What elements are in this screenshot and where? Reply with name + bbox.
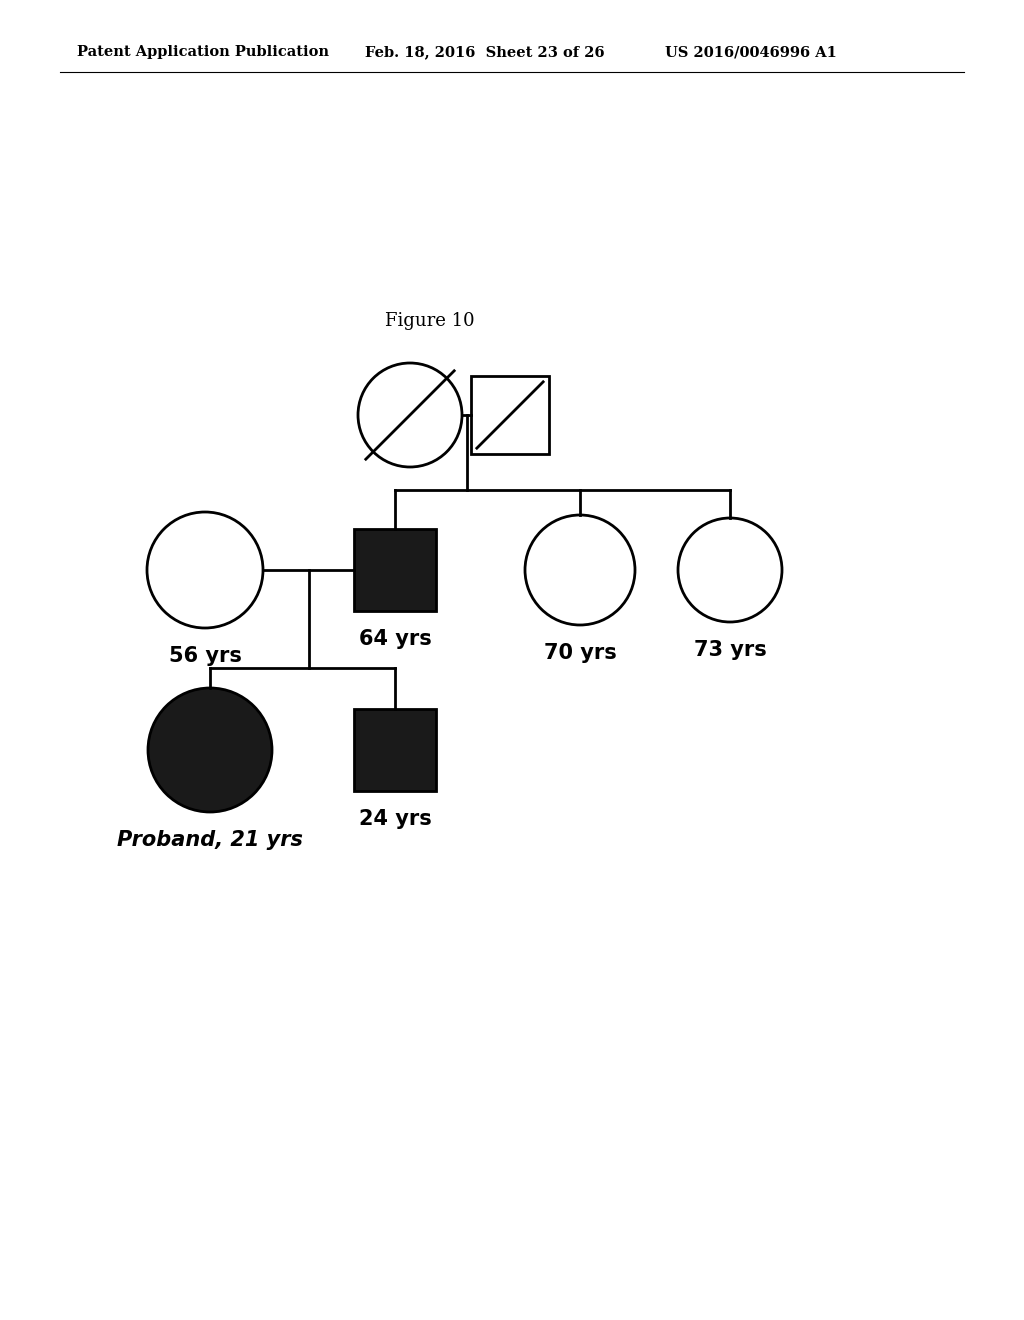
Ellipse shape <box>525 515 635 624</box>
Text: 64 yrs: 64 yrs <box>358 630 431 649</box>
Text: 70 yrs: 70 yrs <box>544 643 616 663</box>
Text: Figure 10: Figure 10 <box>385 312 475 330</box>
Bar <box>354 529 436 611</box>
Text: US 2016/0046996 A1: US 2016/0046996 A1 <box>665 45 837 59</box>
Text: Proband, 21 yrs: Proband, 21 yrs <box>117 830 303 850</box>
Bar <box>471 376 549 454</box>
Ellipse shape <box>147 512 263 628</box>
Text: 73 yrs: 73 yrs <box>693 640 766 660</box>
Text: 56 yrs: 56 yrs <box>169 645 242 667</box>
Ellipse shape <box>678 517 782 622</box>
Ellipse shape <box>148 688 272 812</box>
Text: 24 yrs: 24 yrs <box>358 809 431 829</box>
Ellipse shape <box>358 363 462 467</box>
Bar <box>354 709 436 791</box>
Text: Feb. 18, 2016  Sheet 23 of 26: Feb. 18, 2016 Sheet 23 of 26 <box>365 45 604 59</box>
Text: Patent Application Publication: Patent Application Publication <box>77 45 329 59</box>
